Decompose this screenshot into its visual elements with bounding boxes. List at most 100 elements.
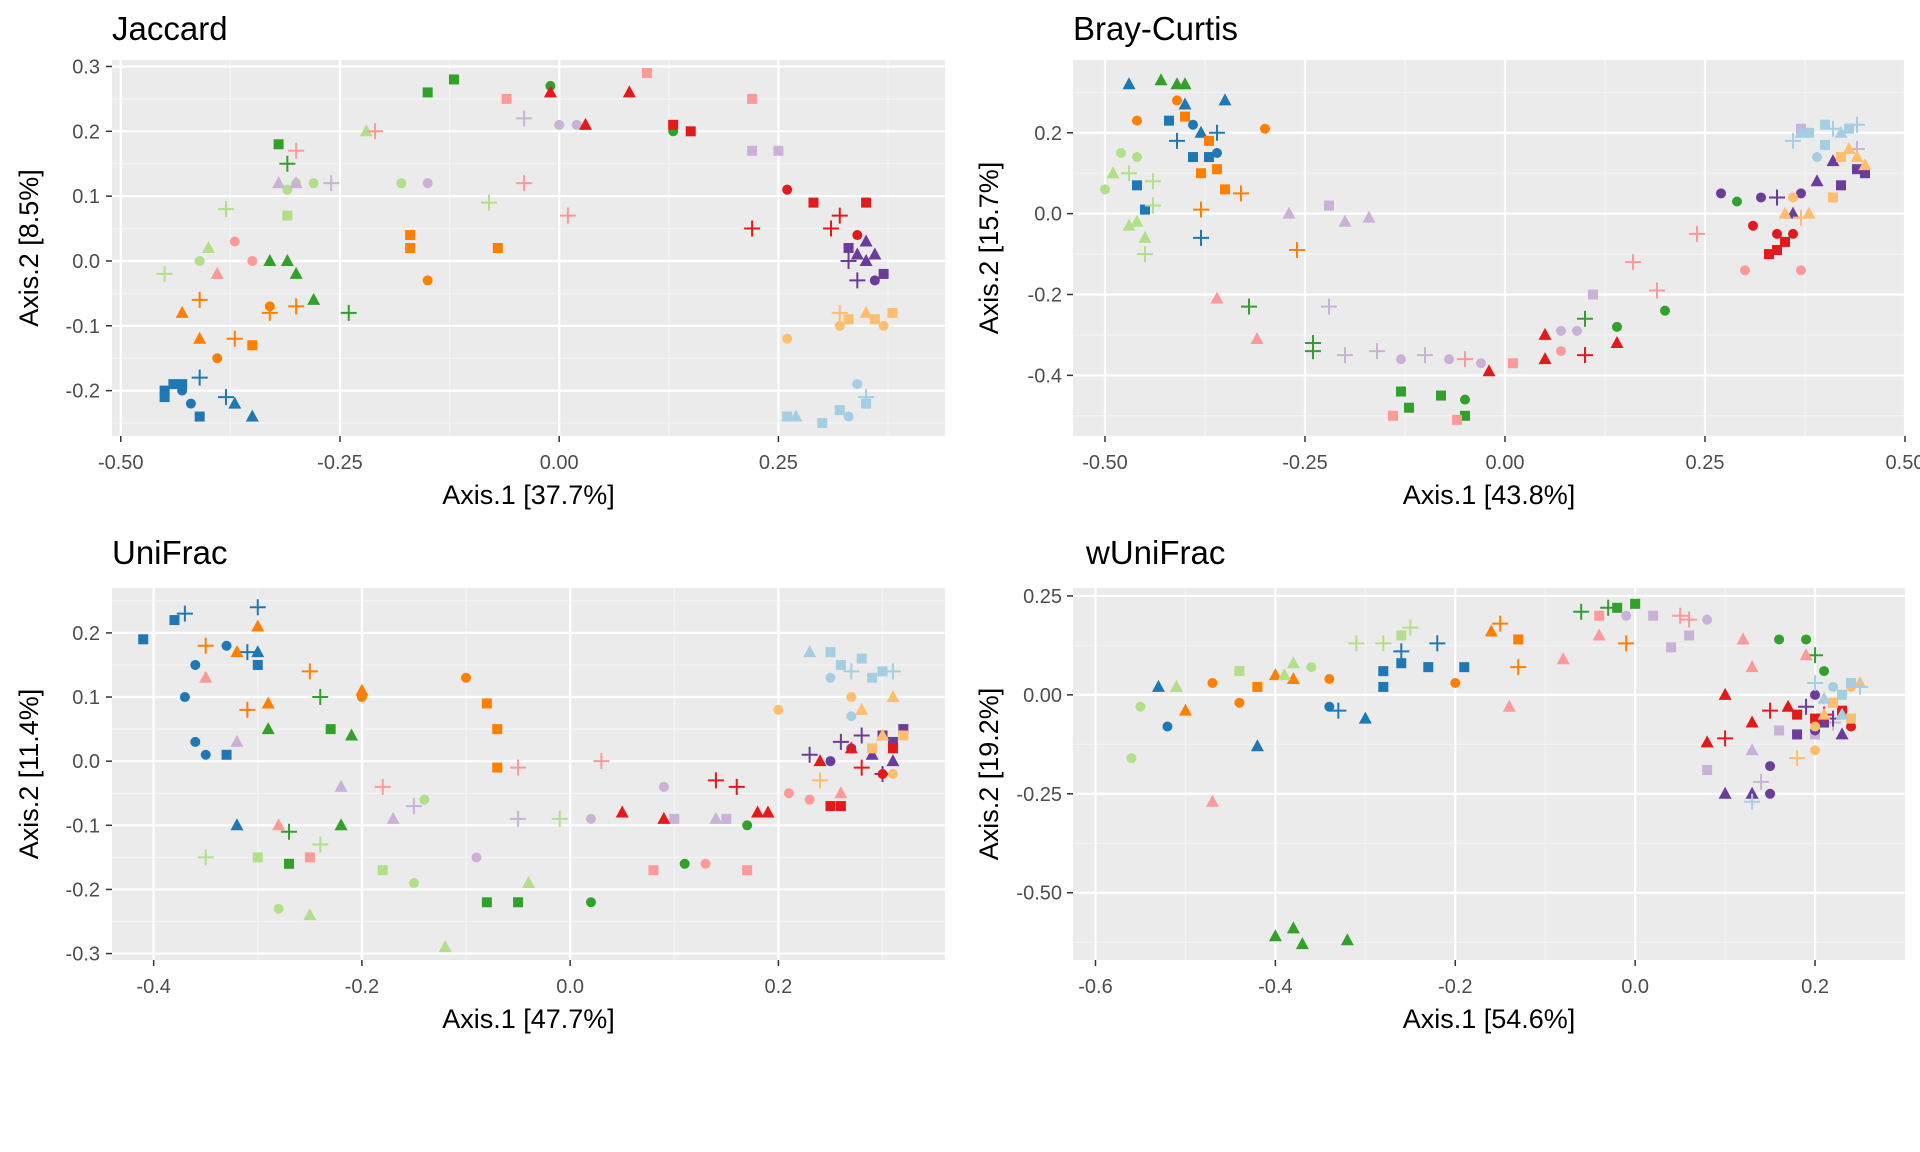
data-point-triangle xyxy=(1835,707,1849,720)
data-point-square xyxy=(835,801,846,812)
plot-panel xyxy=(112,588,945,960)
data-point-plus xyxy=(1337,347,1353,364)
data-point-plus xyxy=(1510,659,1527,676)
data-point-triangle xyxy=(210,266,224,279)
y-axis-title: Axis.2 [11.4%] xyxy=(14,689,44,860)
x-tick-label: -0.6 xyxy=(1078,976,1112,998)
data-point-square xyxy=(1846,677,1857,688)
data-point-square xyxy=(1513,634,1524,645)
data-point-circle xyxy=(773,704,784,715)
data-point-circle xyxy=(804,794,815,805)
data-point-plus xyxy=(239,701,256,718)
data-point-plus xyxy=(1169,132,1185,149)
data-point-plus xyxy=(1649,282,1665,299)
data-point-plus xyxy=(288,298,305,315)
y-tick-label: 0.2 xyxy=(1034,123,1062,145)
data-point-circle xyxy=(1772,228,1782,239)
data-point-triangle xyxy=(1826,154,1840,167)
data-point-square xyxy=(1188,152,1198,163)
data-point-triangle xyxy=(1122,77,1136,90)
data-point-square xyxy=(808,197,819,208)
data-point-square xyxy=(168,379,179,390)
data-point-circle xyxy=(190,736,201,747)
data-point-triangle xyxy=(1781,699,1795,712)
data-point-square xyxy=(492,243,503,253)
data-point-square xyxy=(1252,681,1263,692)
data-point-square xyxy=(1378,681,1389,692)
data-point-square xyxy=(747,145,758,156)
data-point-square xyxy=(887,307,898,318)
data-point-plus xyxy=(849,272,866,289)
data-point-plus xyxy=(516,110,533,127)
data-point-triangle xyxy=(1358,711,1372,724)
data-point-circle xyxy=(185,398,196,409)
data-point-plus xyxy=(1457,351,1473,368)
data-point-triangle xyxy=(261,722,275,735)
data-point-triangle xyxy=(193,331,207,344)
data-point-plus xyxy=(1305,343,1321,360)
data-point-square xyxy=(782,411,793,422)
data-point-triangle xyxy=(1842,141,1856,154)
y-tick-label: -0.50 xyxy=(1016,883,1062,905)
data-point-plus xyxy=(176,605,193,622)
data-point-square xyxy=(1388,410,1398,421)
data-point-circle xyxy=(1172,95,1182,106)
data-point-square xyxy=(169,615,180,626)
data-point-square xyxy=(861,197,872,208)
data-point-triangle xyxy=(1268,929,1282,942)
data-point-plus xyxy=(593,753,610,770)
data-point-plus xyxy=(744,220,761,237)
data-point-square xyxy=(1212,164,1222,175)
data-point-plus xyxy=(1689,225,1705,242)
data-point-triangle xyxy=(272,176,286,189)
data-point-plus xyxy=(728,778,745,795)
data-point-square xyxy=(856,653,867,664)
data-point-circle xyxy=(1819,666,1830,677)
data-point-plus xyxy=(340,304,357,321)
data-point-plus xyxy=(831,207,848,224)
data-point-plus xyxy=(1769,189,1785,206)
data-point-triangle xyxy=(1170,77,1184,90)
data-point-circle xyxy=(1556,346,1566,357)
data-point-plus xyxy=(1375,635,1392,652)
data-point-plus xyxy=(1492,615,1509,632)
data-point-plus xyxy=(1825,120,1841,137)
data-point-plus xyxy=(1193,201,1209,218)
x-tick-label: -0.25 xyxy=(1282,452,1328,474)
data-point-triangle xyxy=(334,818,348,831)
data-point-square xyxy=(1836,152,1846,163)
data-point-circle xyxy=(782,333,793,344)
y-tick-label: -0.3 xyxy=(66,944,100,966)
data-point-circle xyxy=(1100,184,1110,195)
data-point-triangle xyxy=(228,396,242,409)
points-layer xyxy=(1100,73,1872,425)
data-point-square xyxy=(648,865,659,876)
data-point-plus xyxy=(405,798,422,815)
data-point-triangle xyxy=(1718,786,1732,799)
data-point-triangle xyxy=(1810,174,1824,187)
points-layer xyxy=(138,599,909,953)
data-point-plus xyxy=(1209,124,1225,141)
data-point-plus xyxy=(481,194,498,211)
data-point-square xyxy=(1852,164,1862,175)
data-point-circle xyxy=(273,903,284,914)
data-point-triangle xyxy=(522,876,535,889)
y-tick-label: -0.1 xyxy=(66,815,100,837)
y-axis-title: Axis.2 [15.7%] xyxy=(974,162,1004,335)
data-point-square xyxy=(1396,386,1406,397)
data-point-circle xyxy=(877,769,888,779)
x-axis-title: Axis.1 [47.7%] xyxy=(442,1004,615,1034)
x-axis-title: Axis.1 [54.6%] xyxy=(1403,1004,1576,1034)
data-point-triangle xyxy=(1169,679,1183,692)
data-point-circle xyxy=(1765,788,1776,799)
data-point-square xyxy=(747,93,758,104)
data-point-circle xyxy=(471,852,482,863)
y-tick-label: 0.1 xyxy=(72,186,100,208)
data-point-plus xyxy=(884,663,901,680)
data-point-square xyxy=(405,243,416,253)
data-point-circle xyxy=(1460,394,1470,405)
data-point-triangle xyxy=(803,645,817,658)
data-point-plus xyxy=(1233,185,1249,202)
data-point-plus xyxy=(1573,603,1590,620)
data-point-square xyxy=(867,672,878,683)
